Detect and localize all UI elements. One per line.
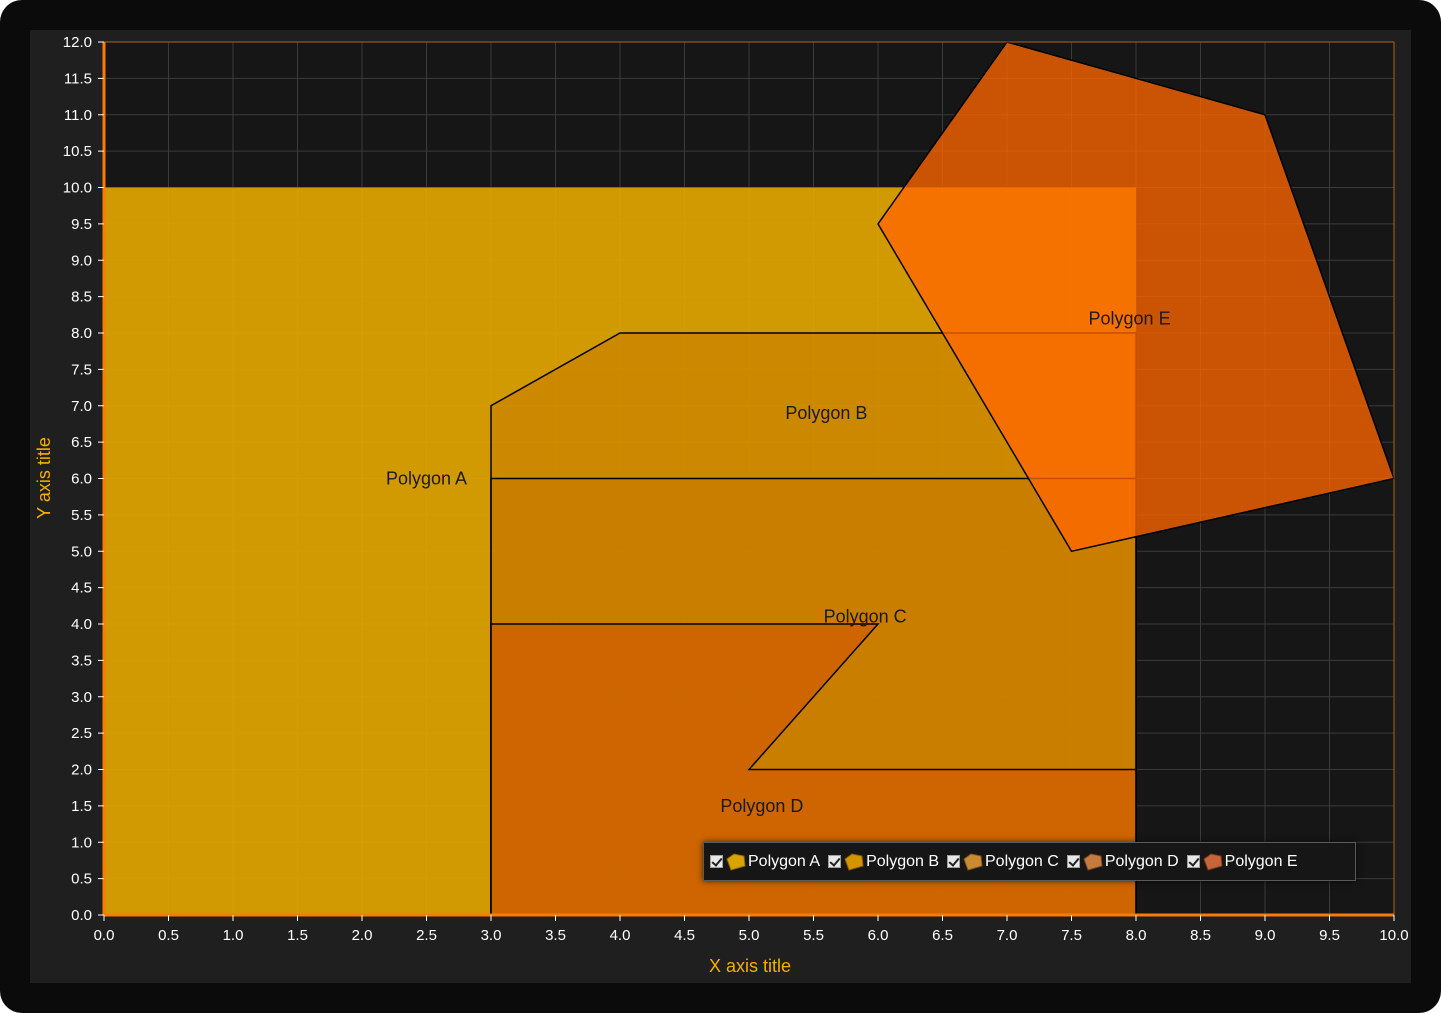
x-tick-label: 3.5 [545,927,566,944]
polygon-swatch-icon [1203,852,1223,871]
legend-item-polygon-d[interactable]: Polygon D [1066,852,1179,871]
checkbox-icon[interactable] [947,855,960,868]
y-tick-label: 4.0 [71,616,92,633]
checkbox-icon[interactable] [1066,855,1080,868]
y-tick-label: 6.0 [71,471,92,488]
legend-label: Polygon B [866,852,939,870]
x-tick-label: 5.5 [803,927,824,944]
polygon-swatch-icon [844,852,864,871]
polygon-chart: 0.0 0.5 1.0 1.5 2.0 2.5 3.0 3.5 4.0 4.5 5.0 5.5 6.0 6… [34,34,1409,976]
y-tick-label: 7.0 [71,398,92,415]
y-tick-label: 8.5 [71,289,92,306]
legend-label: Polygon D [1104,852,1179,870]
x-tick-label: 9.0 [1255,927,1276,944]
x-tick-label: 7.5 [1061,927,1082,944]
y-tick-label: 3.0 [71,689,92,706]
x-tick-label: 6.0 [868,927,889,944]
legend-label: Polygon E [1224,852,1298,870]
x-tick-label: 0.5 [158,927,179,944]
legend-item-polygon-e[interactable]: Polygon E [1186,852,1298,871]
chart-panel: 0.0 0.5 1.0 1.5 2.0 2.5 3.0 3.5 4.0 4.5 5.0 5.5 6.0 6… [30,30,1411,983]
x-tick-label: 4.0 [610,927,631,944]
x-tick-label: 6.5 [932,927,953,944]
x-tick-label: 0.0 [94,927,115,944]
y-tick-label: 9.0 [71,252,92,269]
y-tick-label: 1.5 [71,798,92,815]
polygon-swatch-icon [726,852,746,871]
chart-legend: Polygon A Polygon B Polygon C Polygon D … [703,842,1356,881]
legend-item-polygon-b[interactable]: Polygon B [828,853,939,871]
y-tick-label: 0.0 [71,907,92,924]
polygon-labels: Polygon A Polygon B Polygon C Polygon D Poly… [386,308,1171,815]
polygon-label: Polygon E [1089,308,1171,328]
polygon-label: Polygon D [720,796,803,816]
y-tick-label: 0.5 [71,871,92,888]
x-tick-label: 2.0 [352,927,373,944]
polygon-label: Polygon A [386,469,467,489]
y-tick-label: 10.0 [63,180,92,197]
polygon-swatch-icon [1083,852,1103,871]
x-tick-label: 5.0 [739,927,760,944]
x-tick-label: 7.0 [997,927,1018,944]
legend-item-polygon-a[interactable]: Polygon A [710,853,820,871]
x-tick-label: 9.5 [1319,927,1340,944]
y-tick-label: 12.0 [63,34,92,51]
x-axis-title: X axis title [709,956,791,976]
x-tick-label: 1.5 [287,927,308,944]
y-tick-label: 7.5 [71,361,92,378]
y-tick-label: 2.5 [71,725,92,742]
polygon-label: Polygon B [785,403,867,423]
y-tick-label: 4.5 [71,580,92,597]
axes: 0.0 0.5 1.0 1.5 2.0 2.5 3.0 3.5 4.0 4.5 5.0 5.5 6.0 6… [63,34,1409,944]
polygon-swatch-icon [963,852,983,871]
polygon-label: Polygon C [824,607,907,627]
y-tick-label: 8.0 [71,325,92,342]
y-tick-label: 3.5 [71,652,92,669]
legend-label: Polygon C [985,852,1059,870]
polygon-polygon-e [877,41,1395,553]
checkbox-icon[interactable] [1186,855,1200,868]
y-tick-label: 11.5 [64,70,92,87]
x-tick-label: 4.5 [674,927,695,944]
x-tick-label: 8.0 [1126,927,1147,944]
y-tick-label: 5.0 [71,543,92,560]
y-tick-label: 2.0 [71,762,92,779]
legend-label: Polygon A [748,852,821,870]
checkbox-icon[interactable] [710,855,723,868]
y-tick-label: 9.5 [71,216,92,233]
x-tick-label: 2.5 [416,927,437,944]
x-tick-label: 3.0 [481,927,502,944]
y-axis-title: Y axis title [34,437,54,519]
y-tick-label: 6.5 [71,434,92,451]
x-tick-label: 1.0 [223,927,244,944]
x-tick-label: 8.5 [1190,927,1211,944]
y-tick-label: 1.0 [71,834,92,851]
y-tick-label: 5.5 [71,507,92,524]
polygon-series [104,41,1395,916]
y-tick-label: 11.0 [64,107,92,124]
legend-item-polygon-c[interactable]: Polygon C [947,853,1059,871]
y-tick-label: 10.5 [63,143,92,160]
checkbox-icon[interactable] [828,855,842,868]
x-tick-label: 10.0 [1379,927,1408,944]
